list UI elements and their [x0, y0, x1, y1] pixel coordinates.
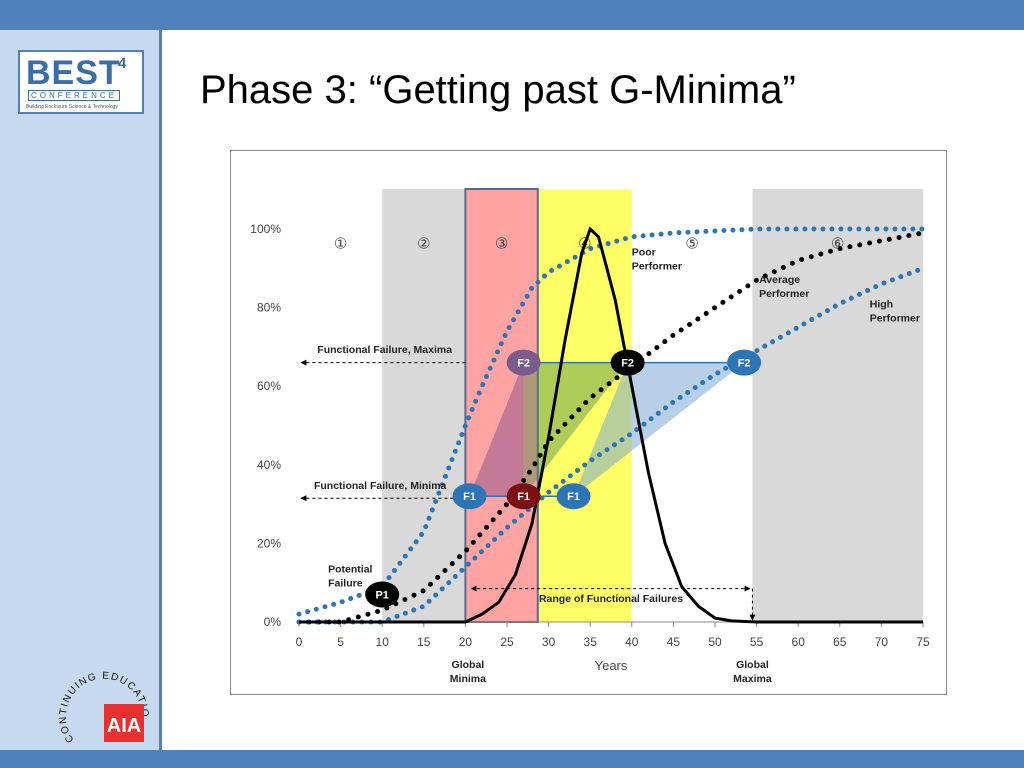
average-performer-label-line: Performer: [759, 288, 809, 300]
logo-tagline: Building Enclosure Science & Technology: [26, 104, 118, 110]
average-performer-triangle: [523, 362, 628, 497]
high-performer-label-line: Performer: [870, 313, 920, 325]
range-label: Range of Functional Failures: [539, 593, 683, 605]
y-tick-label: 40%: [257, 458, 281, 472]
marker-f1-4: [556, 483, 591, 510]
y-tick-label: 80%: [257, 301, 281, 315]
series-line-1: [296, 226, 926, 617]
series-line-4: [299, 226, 923, 624]
x-tick-label: 10: [376, 635, 390, 649]
potential-failure-label-line: Failure: [328, 577, 363, 589]
chart-frame: ① ② ③ ④ ⑤ ⑥ 0 5 10 15 20 25 30 35 40 45 50 55 60 65 70 75 0% 20…: [230, 150, 947, 695]
average-performer-label-line: Average: [759, 274, 800, 286]
marker-label-p1: P1: [375, 589, 388, 601]
x-tick-label: 5: [337, 635, 344, 649]
ff-maxima-label: Functional Failure, Maxima: [317, 344, 452, 356]
zone-3: [465, 189, 538, 622]
zone-label-5: ⑤: [685, 236, 698, 253]
x-tick-label: 55: [750, 635, 764, 649]
marker-label-f2: F2: [738, 358, 751, 370]
marker-f2-6: [610, 349, 645, 376]
series-line-2: [296, 230, 926, 625]
y-tick-label: 20%: [257, 536, 281, 550]
x-tick-label: 50: [708, 635, 722, 649]
aia-letters: AIA: [107, 715, 141, 737]
marker-label-f1: F1: [567, 491, 580, 503]
zone-label-3: ③: [495, 236, 508, 253]
global-maxima-label: Global Maxima: [733, 659, 772, 685]
x-tick-label: 60: [792, 635, 806, 649]
x-tick-label: 30: [542, 635, 556, 649]
aia-continuing-education-badge: CONTINUING EDUCATION AIA: [56, 662, 149, 744]
marker-p1-1: [365, 581, 400, 608]
x-tick-label: 40: [625, 635, 639, 649]
zone-2: [382, 189, 466, 622]
ff-minima-label: Functional Failure, Minima: [314, 480, 447, 492]
marker-f2-7: [727, 349, 762, 376]
zone-label-2: ②: [417, 236, 430, 253]
y-tick-label: 60%: [257, 379, 281, 393]
series-line-3: [296, 265, 926, 625]
high-performer-label: High Performer: [870, 299, 920, 325]
zone-label-6: ⑥: [831, 236, 844, 253]
global-minima-label-line: Minima: [450, 673, 486, 685]
global-maxima-label-line: Maxima: [733, 673, 772, 685]
y-tick-label: 0%: [264, 615, 282, 629]
marker-f2-5: [506, 349, 541, 376]
x-tick-label: 35: [584, 635, 598, 649]
poor-performer-label-line: Performer: [632, 261, 682, 273]
x-tick-label: 15: [417, 635, 431, 649]
marker-label-f2: F2: [621, 358, 634, 370]
x-tick-label: 0: [296, 635, 303, 649]
y-tick-label: 100%: [250, 222, 281, 236]
zone-6: [752, 189, 923, 622]
marker-label-f1: F1: [463, 491, 476, 503]
logo-brand: BEST: [26, 54, 121, 92]
logo-conference: CONFERENCE: [28, 90, 121, 101]
x-tick-label: 20: [459, 635, 473, 649]
high-performer-label-line: High: [870, 299, 893, 311]
best-logo: BEST 4 CONFERENCE Building Enclosure Sci…: [18, 50, 144, 114]
top-bar: [0, 0, 1024, 30]
zone-label-1: ①: [334, 236, 347, 253]
high-performer-triangle: [573, 362, 745, 497]
potential-failure-label-line: Potential: [328, 563, 372, 575]
marker-label-f2: F2: [517, 358, 530, 370]
marker-f1-3: [506, 483, 541, 510]
slide-title: Phase 3: “Getting past G-Minima”: [200, 68, 796, 112]
global-minima-label-line: Global: [452, 659, 485, 671]
failure-chart: ① ② ③ ④ ⑤ ⑥0 5 10 15 20 25 30 35 40 45 50 55 60 65 70 750%20…: [250, 188, 930, 685]
x-tick-label: 45: [667, 635, 681, 649]
x-tick-label: 25: [500, 635, 514, 649]
aia-red-square: [104, 704, 144, 742]
poor-performer-label: Poor Performer: [632, 247, 682, 273]
bottom-bar: [0, 750, 1024, 768]
sidebar: [0, 30, 162, 750]
marker-f1-2: [452, 483, 487, 510]
global-minima-label: Global Minima: [450, 659, 486, 685]
logo-edition: 4: [118, 55, 127, 72]
x-tick-label: 75: [916, 635, 930, 649]
global-maxima-label-line: Global: [736, 659, 769, 671]
poor-performer-triangle: [469, 362, 524, 497]
x-axis-label: Years: [595, 658, 628, 673]
marker-label-f1: F1: [517, 491, 530, 503]
x-tick-label: 70: [875, 635, 889, 649]
x-tick-label: 65: [833, 635, 847, 649]
potential-failure-label: Potential Failure: [328, 563, 372, 589]
poor-performer-label-line: Poor: [632, 247, 656, 259]
average-performer-label: Average Performer: [759, 274, 809, 300]
